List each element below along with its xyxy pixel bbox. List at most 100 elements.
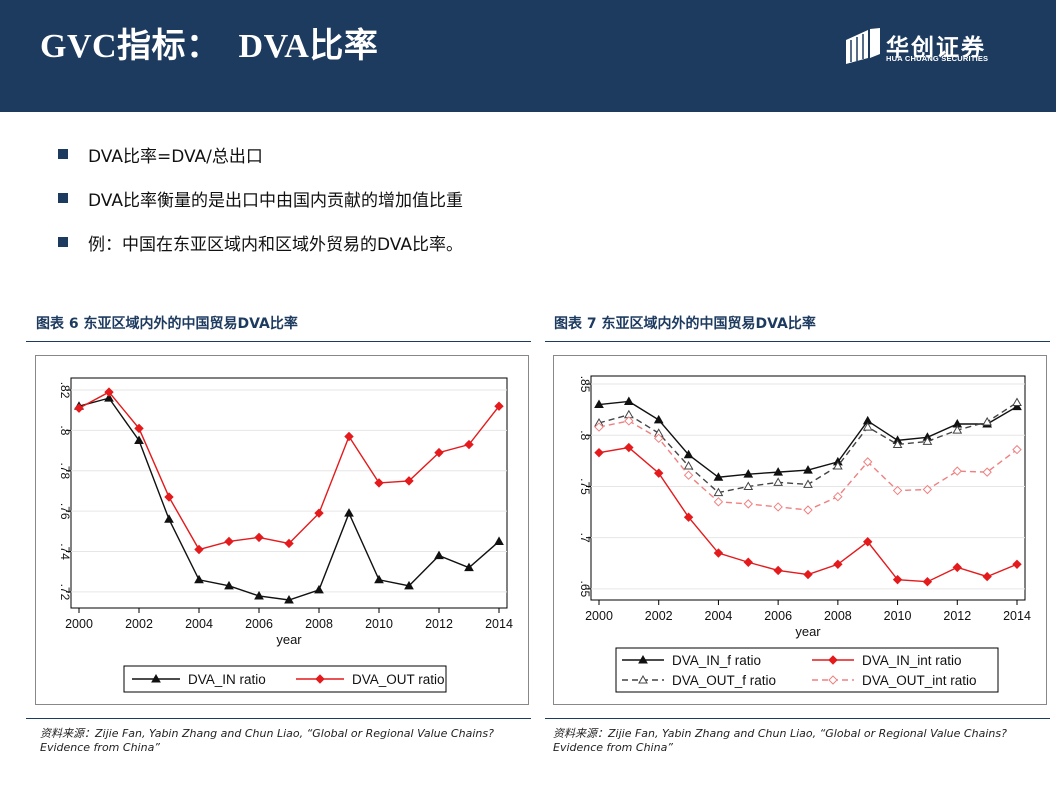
data-point	[284, 538, 294, 549]
data-point	[224, 580, 234, 590]
legend-label: DVA_IN_f ratio	[672, 653, 761, 668]
data-point	[404, 476, 414, 486]
legend-marker	[828, 655, 838, 665]
legend-box	[615, 647, 999, 693]
y-tick-label: .78	[58, 462, 72, 479]
data-point	[374, 574, 384, 584]
data-point	[134, 435, 144, 445]
data-point	[404, 580, 414, 590]
y-tick-label: .85	[578, 376, 592, 393]
header-bar: GVC指标： DVA比率 华创证券 HUA CHUANG SECURITIES	[0, 0, 1056, 112]
data-point	[344, 508, 354, 517]
data-point	[74, 403, 84, 413]
data-point	[833, 491, 843, 502]
data-point	[892, 485, 903, 496]
data-point	[683, 449, 694, 459]
logo-mark-icon	[846, 28, 880, 64]
plot-area	[590, 375, 1026, 601]
x-tick-label: 2012	[943, 609, 971, 623]
x-tick-label: 2000	[65, 617, 93, 631]
data-point	[863, 457, 873, 467]
figure-7-source: 资料来源：Zijie Fan, Yabin Zhang and Chun Lia…	[553, 727, 1007, 755]
bullet-square-icon	[58, 149, 68, 159]
legend: DVA_IN ratio DVA_OUT ratio	[123, 665, 447, 693]
source-line: 资料来源：Zijie Fan, Yabin Zhang and Chun Lia…	[553, 727, 1007, 740]
data-point	[624, 416, 634, 426]
data-point	[374, 478, 384, 488]
company-logo: 华创证券 HUA CHUANG SECURITIES	[846, 28, 1006, 68]
data-point	[922, 436, 933, 445]
data-point	[982, 571, 992, 582]
x-tick-label: 2014	[1003, 609, 1031, 623]
x-tick-label: 2002	[125, 617, 153, 631]
series-DVA_IN_int ratio	[594, 442, 1022, 587]
data-point	[713, 548, 724, 558]
figure-6-chart-frame: .72 .74 .76 .78 .8 .82 2000 2002 2004 2006 2008 201…	[35, 355, 529, 705]
x-tick-label: 2010	[365, 617, 393, 631]
bullet-square-icon	[58, 237, 68, 247]
logo-chinese-name: 华创证券	[886, 35, 986, 61]
data-point	[164, 514, 174, 523]
data-point	[653, 414, 664, 424]
y-tick-label: .76	[58, 503, 72, 520]
y-tick-label: .75	[578, 478, 592, 495]
data-point	[922, 484, 933, 495]
legend-label: DVA_OUT_int ratio	[862, 673, 977, 688]
legend-label: DVA_OUT ratio	[352, 672, 445, 687]
legend-label: DVA_IN ratio	[188, 672, 266, 687]
figure-7-chart-frame: .65 .7 .75 .8 .85 2000 2002 2004 2006 2008 2010 201…	[553, 355, 1047, 705]
legend-label: DVA_IN_int ratio	[862, 653, 962, 668]
series-DVA_OUT_int ratio	[594, 416, 1022, 515]
data-point	[683, 512, 694, 522]
y-tick-label: .74	[58, 543, 72, 560]
legend-marker	[828, 675, 838, 685]
data-point	[594, 447, 604, 458]
data-point	[773, 467, 784, 476]
data-point	[434, 550, 444, 560]
y-tick-label: .8	[58, 425, 72, 435]
page-title: GVC指标： DVA比率	[40, 28, 379, 65]
data-point	[713, 487, 724, 497]
data-point	[743, 557, 753, 567]
data-point	[743, 481, 754, 490]
data-point	[654, 433, 664, 444]
data-point	[683, 460, 694, 470]
data-point	[623, 396, 634, 405]
data-point	[922, 577, 933, 587]
x-tick-label: 2000	[585, 609, 613, 623]
data-point	[863, 537, 873, 547]
figure-6-source-rule	[26, 718, 531, 719]
data-point	[803, 505, 813, 515]
data-point	[1012, 444, 1022, 455]
data-point	[773, 477, 784, 486]
data-point	[494, 536, 504, 545]
data-point	[982, 416, 993, 426]
figure-6-rule	[26, 341, 531, 342]
data-point	[654, 468, 664, 478]
data-point	[344, 431, 354, 442]
x-tick-label: 2008	[305, 617, 333, 631]
bullet-square-icon	[58, 193, 68, 203]
figure-7-title: 图表 7 东亚区域内外的中国贸易DVA比率	[554, 316, 816, 332]
y-tick-label: .8	[578, 430, 592, 440]
data-point	[892, 439, 903, 448]
data-point	[284, 594, 294, 604]
data-point	[862, 422, 873, 431]
legend-marker	[315, 674, 325, 684]
data-point	[194, 574, 204, 584]
data-point	[104, 393, 114, 402]
x-tick-label: 2012	[425, 617, 453, 631]
data-point	[683, 470, 694, 480]
data-point	[803, 465, 813, 474]
data-point	[1012, 559, 1022, 570]
y-tick-label: .82	[58, 382, 72, 399]
y-tick-label: .65	[578, 581, 592, 598]
data-point	[773, 502, 783, 512]
y-tick-label: .72	[58, 584, 72, 601]
data-point	[194, 544, 204, 555]
y-tick-label: .7	[578, 533, 592, 543]
bullet-text: 例：中国在东亚区域内和区域外贸易的DVA比率。	[88, 235, 463, 255]
data-point	[832, 460, 843, 470]
legend-marker	[151, 673, 161, 683]
x-tick-label: 2006	[245, 617, 273, 631]
